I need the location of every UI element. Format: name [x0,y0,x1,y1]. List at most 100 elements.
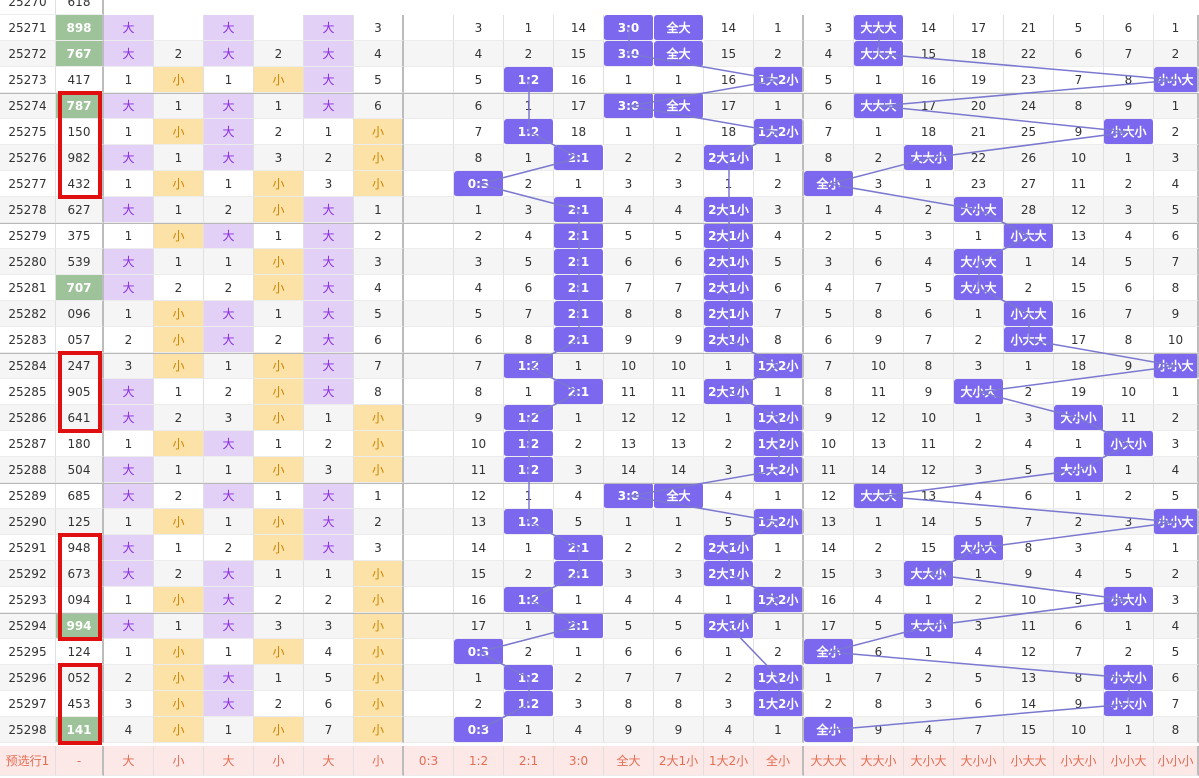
grid-cell: 1 [604,119,654,145]
grid-cell: 1 [204,67,254,93]
grid-cell: 5 [904,275,954,301]
grid-cell: 2:1 [554,613,604,639]
grid-cell: 4 [454,275,504,301]
grid-cell [404,15,454,41]
grid-cell: 1 [704,639,754,665]
grid-cell: 小 [354,431,404,457]
grid-cell: 大 [304,275,354,301]
grid-cell: 7 [1004,509,1054,535]
grid-cell: 2 [1154,405,1199,431]
grid-cell: 小 [254,457,304,483]
issue-cell: 25274 [0,93,56,119]
number-cell: 787 [56,93,104,119]
grid-cell: 2 [904,197,954,223]
grid-cell: 3 [104,353,154,379]
pred-cell: 小大大 [1004,746,1054,776]
grid-cell: 4 [1154,613,1199,639]
pred-cell: 全小 [754,746,804,776]
grid-cell: 15 [454,561,504,587]
grid-cell: 小 [154,691,204,717]
grid-cell [404,67,454,93]
grid-cell: 2:1 [554,275,604,301]
grid-cell: 3 [454,15,504,41]
grid-cell: 3:0 [604,15,654,41]
grid-cell [154,15,204,41]
grid-cell: 7 [1104,41,1154,67]
grid-cell: 1大2小 [754,665,804,691]
grid-cell: 4 [654,197,704,223]
grid-cell: 1 [204,171,254,197]
grid-cell: 2 [854,535,904,561]
grid-cell: 小 [154,119,204,145]
grid-cell: 3 [354,535,404,561]
grid-cell: 1 [754,145,804,171]
grid-cell: 8 [654,301,704,327]
grid-cell: 5 [554,509,604,535]
grid-cell [404,249,454,275]
grid-cell: 17 [454,613,504,639]
grid-cell [404,41,454,67]
number-cell: 898 [56,15,104,41]
grid-cell: 4 [1104,223,1154,249]
grid-cell: 1 [554,171,604,197]
grid-cell: 9 [604,327,654,353]
grid-cell: 4 [704,717,754,743]
grid-cell: 大 [204,483,254,509]
grid-cell: 小 [154,353,204,379]
grid-cell: 5 [304,665,354,691]
grid-cell: 2 [254,119,304,145]
grid-cell: 1 [254,665,304,691]
grid-cell: 大 [304,41,354,67]
grid-cell: 2 [504,171,554,197]
grid-cell: 3 [504,197,554,223]
grid-cell: 3 [1104,197,1154,223]
grid-cell: 大大大 [854,15,904,41]
grid-cell: 1:2 [504,587,554,613]
grid-cell: 6 [454,327,504,353]
number-cell: 180 [56,431,104,457]
grid-cell: 全小 [804,639,854,665]
grid-cell: 1 [554,405,604,431]
grid-cell: 19 [954,67,1004,93]
grid-cell: 小 [354,639,404,665]
grid-cell: 13 [854,431,904,457]
pred-row-label: 预选行1 [0,746,56,776]
number-cell: 150 [56,119,104,145]
grid-cell: 9 [1104,93,1154,119]
grid-cell: 小 [354,613,404,639]
grid-cell: 2:1 [554,379,604,405]
grid-cell: 7 [504,301,554,327]
grid-cell: 2 [154,41,204,67]
grid-cell: 4 [454,41,504,67]
grid-cell: 9 [1154,301,1199,327]
grid-cell: 大 [304,327,354,353]
grid-cell: 3 [704,457,754,483]
grid-cell: 6 [1154,223,1199,249]
grid-cell: 3 [604,171,654,197]
grid-cell: 7 [1054,67,1104,93]
grid-cell: 3 [254,145,304,171]
grid-cell: 21 [1004,15,1054,41]
grid-cell: 1 [804,197,854,223]
grid-cell: 4 [504,223,554,249]
grid-cell: 7 [954,717,1004,743]
grid-cell [404,327,454,353]
group-separator [0,353,1199,354]
grid-cell: 1大2小 [754,67,804,93]
grid-cell: 全大 [654,93,704,119]
issue-cell: 25284 [0,353,56,379]
pred-cell: 小 [354,746,404,776]
grid-cell: 1 [954,301,1004,327]
grid-cell: 6 [304,691,354,717]
grid-cell: 小 [254,353,304,379]
grid-cell: 1 [454,665,504,691]
grid-cell: 1 [254,223,304,249]
grid-cell: 1 [704,587,754,613]
grid-cell: 10 [804,431,854,457]
grid-cell: 3 [104,691,154,717]
grid-cell: 20 [954,93,1004,119]
grid-cell: 1 [1004,353,1054,379]
grid-cell: 5 [1054,15,1104,41]
grid-cell: 17 [554,93,604,119]
grid-cell: 6 [1054,41,1104,67]
